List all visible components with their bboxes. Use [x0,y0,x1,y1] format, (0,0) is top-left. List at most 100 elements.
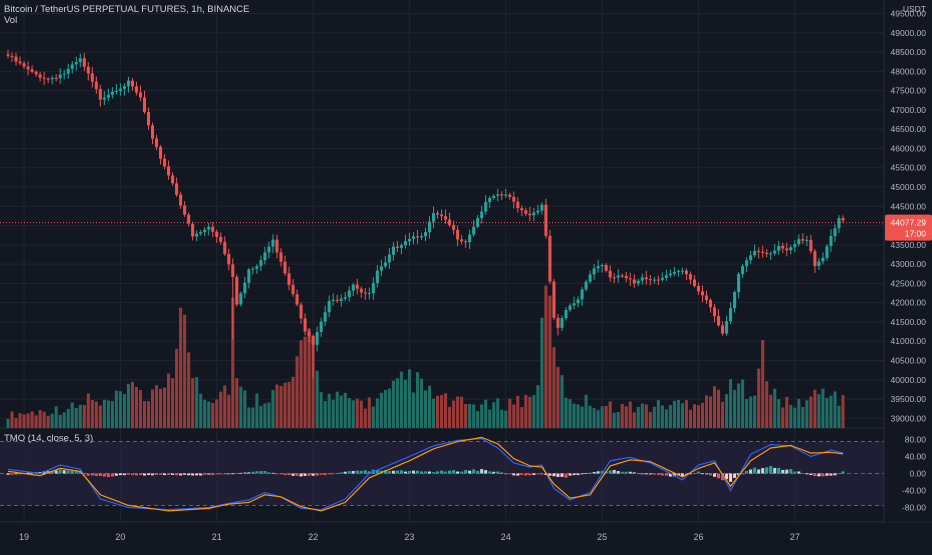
tmo-histogram-bar [632,472,636,474]
volume-bar [315,370,319,428]
volume-bar [829,395,833,428]
tmo-histogram-bar [733,473,737,478]
tmo-histogram-bar [191,473,195,476]
tmo-histogram-bar [837,473,841,475]
candle-body [805,239,809,241]
tmo-histogram-bar [231,473,235,475]
candle-body [620,275,624,277]
tmo-histogram-bar [500,472,504,474]
tmo-histogram-bar [448,470,452,474]
candle-body [211,226,215,232]
volume-bar [163,387,167,428]
tmo-histogram-bar [271,472,275,474]
tmo-histogram-bar [6,473,10,475]
volume-bar [355,398,359,428]
volume-bar [813,389,817,428]
volume-bar [504,410,508,428]
volume-bar [311,339,315,428]
tmo-histogram-bar [10,473,14,475]
volume-bar [516,395,520,428]
volume-bar [781,407,785,428]
tmo-histogram-bar [86,473,90,476]
volume-bar [532,395,536,428]
volume-bar [267,402,271,428]
tmo-histogram-bar [110,473,114,477]
volume-bar [191,378,195,428]
volume-bar [508,398,512,428]
tmo-histogram-bar [287,473,291,476]
tmo-histogram-bar [717,473,721,479]
tmo-histogram-bar [588,472,592,474]
candle-body [74,62,78,65]
volume-bar [227,394,231,428]
volume-bar [62,412,66,428]
tmo-histogram-bar [423,471,428,474]
candle-body [616,275,620,278]
candle-body [327,300,331,313]
candle-body [347,290,351,298]
tmo-histogram-bar [584,473,588,474]
price-tick-label: 46500.00 [891,124,927,134]
tmo-histogram-bar [150,473,155,476]
tmo-histogram-bar [648,473,652,475]
tmo-histogram-bar [427,471,432,474]
candle-body [721,325,725,334]
volume-bar [480,404,484,428]
volume-bar [199,393,203,428]
volume-legend[interactable]: Vol [4,15,18,26]
indicator-legend[interactable]: TMO (14, close, 5, 3) [4,433,94,444]
tmo-histogram-bar [331,473,335,475]
last-price-countdown: 17:00 [905,229,927,239]
candle-body [464,241,468,243]
candle-body [656,279,660,281]
candle-body [572,303,576,306]
volume-bar [275,384,279,428]
candle-body [86,66,90,74]
volume-bar [608,401,612,428]
volume-bar [464,404,468,428]
tmo-histogram-bar [769,466,773,474]
candle-body [700,291,705,296]
tmo-histogram-bar [729,473,733,482]
candle-body [279,252,283,262]
candle-body [427,221,432,233]
candle-body [580,289,584,300]
tmo-histogram-bar [387,471,391,474]
candle-body [460,239,464,242]
tmo-histogram-bar [741,473,745,475]
candle-body [227,253,231,265]
candle-body [94,81,98,90]
candle-body [22,63,26,67]
tmo-histogram-bar [480,469,484,474]
volume-bar [741,379,745,428]
tmo-histogram-bar [235,473,239,474]
volume-bar [183,314,187,428]
volume-bar [460,396,464,428]
volume-bar [604,405,608,428]
volume-bar [684,400,688,428]
time-tick-label: 25 [597,532,607,542]
volume-bar [138,390,143,428]
candle-body [624,275,628,279]
tmo-histogram-bar [524,473,528,476]
volume-bar [283,382,287,428]
tmo-histogram-bar [146,473,151,475]
candle-body [600,265,604,267]
candle-body [195,233,199,237]
tmo-histogram-bar [452,470,456,474]
tmo-histogram-bar [187,473,191,476]
volume-bar [323,401,327,428]
candle-body [492,195,496,198]
candle-body [813,251,817,267]
volume-bar [22,414,26,428]
tmo-histogram-bar [620,471,624,474]
candle-body [765,252,769,255]
symbol-legend[interactable]: Bitcoin / TetherUS PERPETUAL FUTURES, 1h… [4,4,250,15]
candle-body [488,197,492,203]
candle-body [612,277,616,279]
volume-bar [167,373,171,428]
tmo-histogram-bar [801,473,805,474]
volume-bar [46,415,50,428]
